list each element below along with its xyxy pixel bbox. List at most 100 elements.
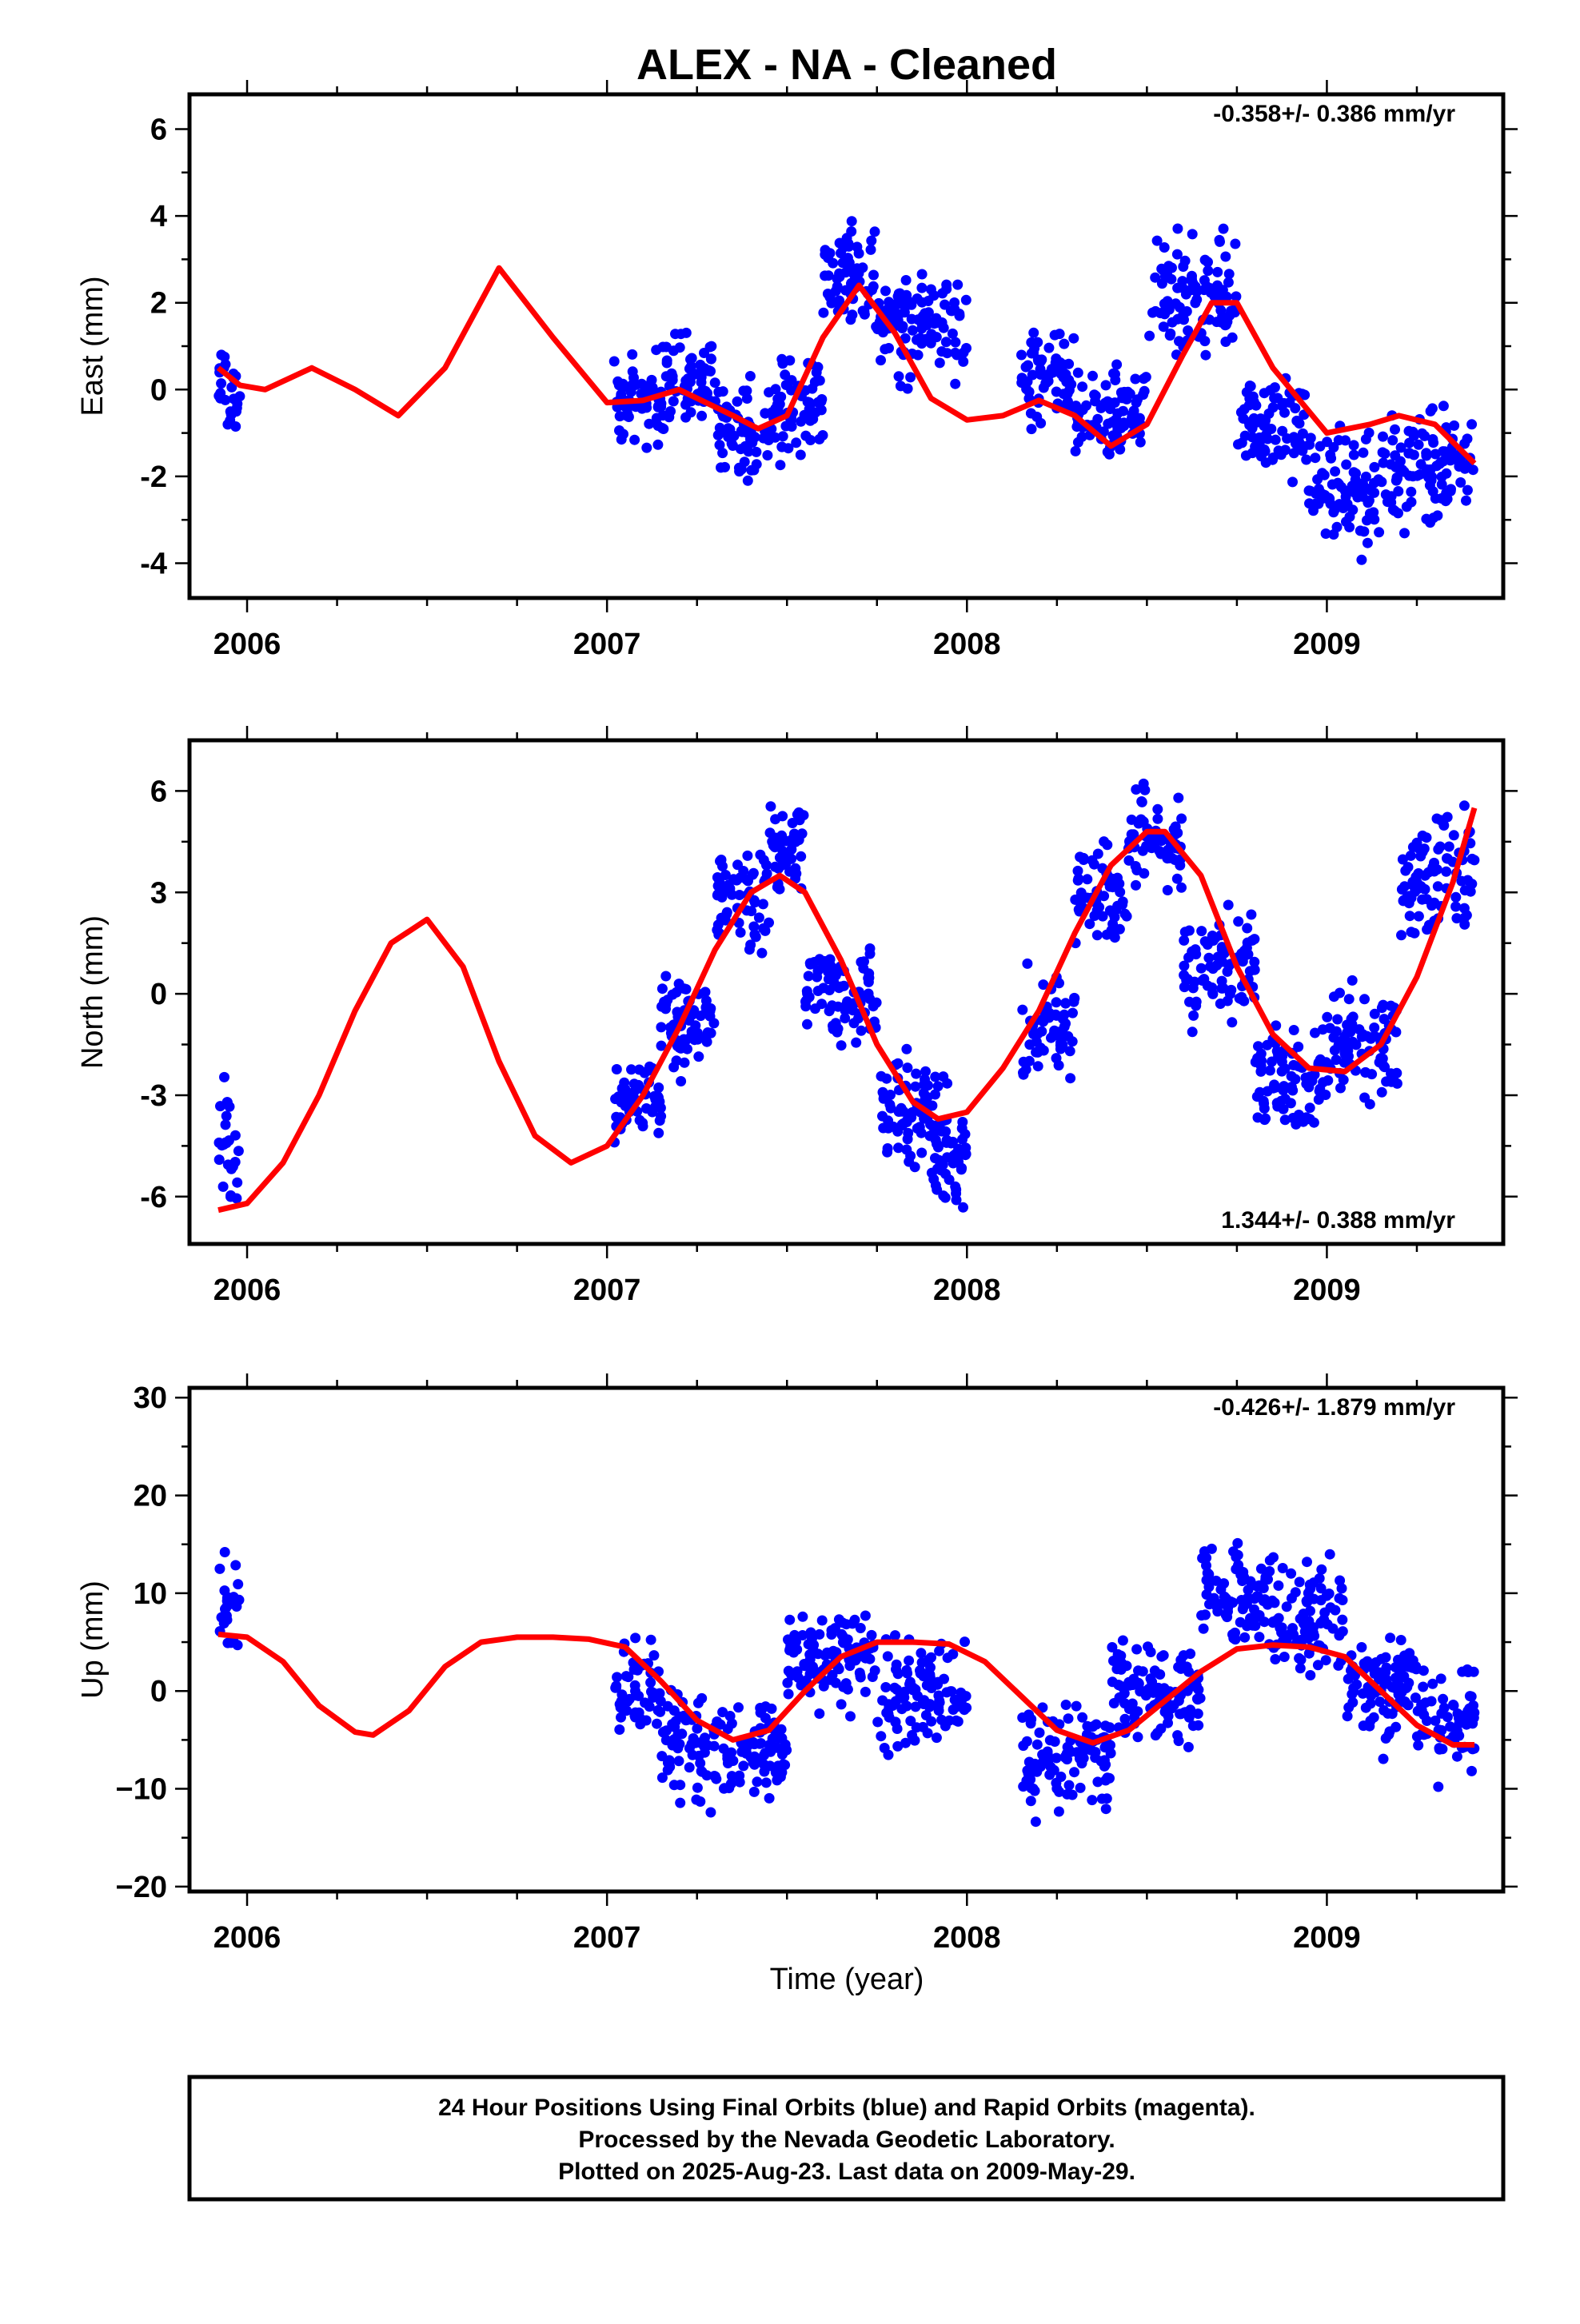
data-point [1330,466,1341,477]
data-point [864,948,876,959]
data-point [214,1563,225,1574]
data-point [1035,356,1047,367]
data-point [1107,882,1119,893]
data-point [732,396,743,407]
data-point [1155,848,1167,859]
data-point [851,1037,862,1048]
data-point [867,285,877,296]
data-point [1200,349,1211,361]
y-tick-label: 0 [150,978,167,1011]
data-point [1461,910,1472,921]
data-point [1111,359,1123,370]
data-point [690,1020,701,1031]
data-point [892,1058,904,1069]
data-point [1155,1669,1166,1680]
data-point [662,1764,673,1776]
data-point [885,1090,896,1100]
data-point [853,248,864,259]
data-point [1397,464,1408,476]
data-point [916,269,928,280]
data-point [1231,291,1242,302]
data-point [748,1786,760,1797]
data-point [700,995,712,1007]
data-point [1226,305,1236,317]
data-point [1304,1102,1315,1114]
data-point [1060,1018,1071,1029]
data-point [1067,1007,1078,1018]
data-point [1078,852,1089,863]
data-point [880,285,891,297]
data-point [1107,430,1119,441]
data-point [1333,1660,1344,1671]
data-point [1442,853,1453,864]
data-point [644,1701,655,1712]
data-point [1387,435,1398,446]
data-point [705,1027,716,1038]
data-point [705,353,716,365]
data-point [931,332,942,343]
data-point [680,983,692,995]
data-point [673,979,684,990]
data-point [1268,1552,1279,1563]
data-point [738,385,749,397]
data-point [709,377,720,389]
data-point [1145,1647,1156,1657]
data-point [1298,1116,1309,1127]
data-point [777,431,788,442]
data-point [792,1666,803,1677]
data-point [802,1018,812,1030]
data-point [1053,1060,1064,1071]
data-point [853,268,864,279]
data-point [1144,330,1155,341]
data-point [1357,1688,1368,1699]
data-point [1288,1025,1299,1035]
data-point [1279,397,1290,409]
data-point [1100,1759,1111,1770]
data-point [692,1697,704,1708]
data-point [1365,1698,1376,1709]
panel-east: 2006 2007 2008 2009 6 4 2 0 -2 -4 East (mm) -0.358+… [76,80,1518,661]
data-point [1073,873,1084,884]
data-point [1220,1593,1231,1604]
data-point [1466,419,1478,430]
rate-annotation: -0.358+/- 0.386 mm/yr [1213,101,1455,127]
data-point [1267,452,1279,463]
data-point [1115,1650,1127,1661]
data-point [900,1737,911,1748]
data-point [1203,952,1215,963]
data-point [1380,489,1391,500]
data-point [751,446,762,457]
data-point [800,996,811,1007]
x-tick-label: 2006 [213,628,281,661]
data-point [1397,1672,1407,1683]
data-point [892,1740,904,1752]
y-axis-label: North (mm) [76,915,110,1069]
data-point [1263,408,1275,419]
data-point [1348,1038,1359,1049]
data-point [695,1758,706,1768]
data-point [1445,485,1456,496]
data-point [1163,304,1175,315]
data-point [1245,1576,1256,1587]
data-point [704,341,716,353]
data-point [829,1623,840,1634]
data-point [666,368,677,379]
data-point [796,1680,807,1691]
data-point [733,1702,744,1713]
data-point [1123,1704,1135,1715]
data-point [1267,1056,1277,1067]
data-point [1415,851,1426,862]
data-point [1054,329,1065,340]
data-point [900,333,911,344]
data-point [1156,835,1167,847]
data-point [656,1022,667,1033]
data-point [810,1003,820,1015]
data-point [1115,887,1126,898]
data-point [1347,504,1359,516]
caption-line-1: 24 Hour Positions Using Final Orbits (bl… [438,2095,1255,2121]
data-point [699,1747,710,1758]
data-point [1061,377,1072,388]
data-point [1138,373,1149,385]
data-point [717,448,728,459]
data-point [1452,1708,1463,1719]
